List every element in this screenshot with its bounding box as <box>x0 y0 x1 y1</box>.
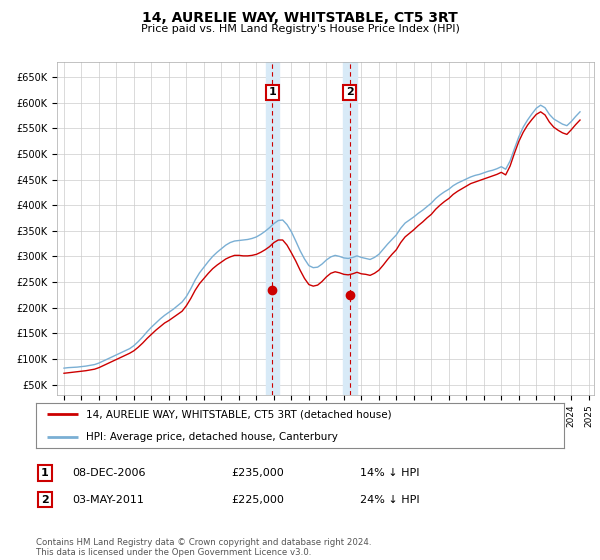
Text: 03-MAY-2011: 03-MAY-2011 <box>72 494 144 505</box>
Text: HPI: Average price, detached house, Canterbury: HPI: Average price, detached house, Cant… <box>86 432 338 442</box>
Bar <box>266 62 280 395</box>
Text: 14% ↓ HPI: 14% ↓ HPI <box>360 468 419 478</box>
Text: 14, AURELIE WAY, WHITSTABLE, CT5 3RT: 14, AURELIE WAY, WHITSTABLE, CT5 3RT <box>142 11 458 25</box>
Text: 08-DEC-2006: 08-DEC-2006 <box>72 468 146 478</box>
Text: 1: 1 <box>41 468 49 478</box>
Text: £235,000: £235,000 <box>231 468 284 478</box>
Text: 2: 2 <box>41 494 49 505</box>
Text: 1: 1 <box>269 87 277 97</box>
Bar <box>343 62 356 395</box>
Text: Price paid vs. HM Land Registry's House Price Index (HPI): Price paid vs. HM Land Registry's House … <box>140 24 460 34</box>
Text: £225,000: £225,000 <box>231 494 284 505</box>
Text: Contains HM Land Registry data © Crown copyright and database right 2024.
This d: Contains HM Land Registry data © Crown c… <box>36 538 371 557</box>
Text: 14, AURELIE WAY, WHITSTABLE, CT5 3RT (detached house): 14, AURELIE WAY, WHITSTABLE, CT5 3RT (de… <box>86 409 392 419</box>
Text: 24% ↓ HPI: 24% ↓ HPI <box>360 494 419 505</box>
Text: 2: 2 <box>346 87 353 97</box>
